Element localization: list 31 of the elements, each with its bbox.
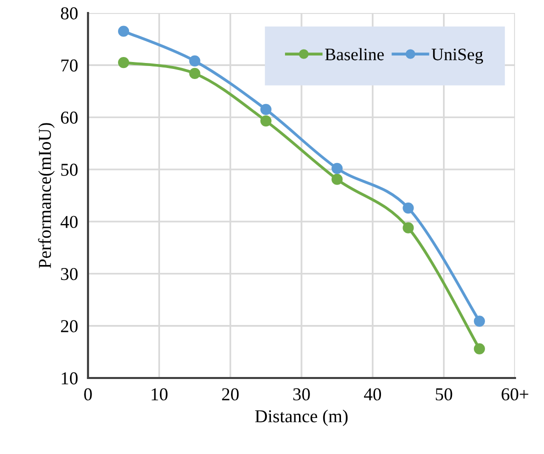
legend-label: Baseline xyxy=(325,48,384,60)
point xyxy=(189,55,200,67)
point xyxy=(118,56,130,68)
y-tick-label: 70 xyxy=(61,59,78,72)
y-tick-label: 30 xyxy=(61,268,78,280)
point xyxy=(474,343,485,354)
x-tick-label: 10 xyxy=(152,388,168,400)
point xyxy=(474,316,485,327)
x-tick-label: 30 xyxy=(293,388,310,400)
x-tick-label: 0 xyxy=(84,388,92,400)
x-tick-label: 40 xyxy=(364,388,382,400)
x-axis-title: Distance (m) xyxy=(255,410,348,426)
y-tick-label: 40 xyxy=(60,216,78,228)
legend-label: UniSeg xyxy=(432,48,484,64)
y-tick-label: 60 xyxy=(61,112,78,124)
point xyxy=(260,104,272,116)
point xyxy=(189,68,200,80)
point xyxy=(118,26,130,37)
point xyxy=(260,115,272,126)
point xyxy=(332,174,343,185)
point xyxy=(402,202,414,214)
x-tick-label: 50 xyxy=(436,388,452,400)
x-tick-label: 20 xyxy=(222,388,239,400)
x-tick-label: 60+ xyxy=(502,388,528,400)
point xyxy=(402,222,414,234)
point xyxy=(332,162,343,174)
y-tick-label: 10 xyxy=(62,372,78,384)
y-tick-label: 20 xyxy=(61,320,78,332)
y-tick-label: 80 xyxy=(60,7,78,20)
y-tick-label: 50 xyxy=(61,164,78,176)
y-axis-title: Performance(mIoU) xyxy=(38,123,55,268)
